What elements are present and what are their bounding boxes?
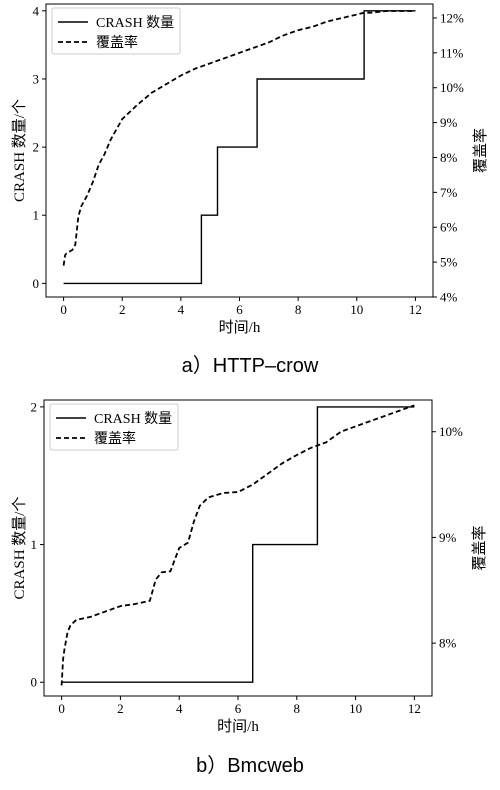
- y-right-tick-label: 7%: [440, 185, 458, 200]
- y-right-tick-label: 8%: [439, 636, 457, 651]
- x-tick-label: 0: [58, 701, 65, 716]
- x-tick-label: 4: [178, 302, 185, 317]
- x-tick-label: 12: [408, 701, 421, 716]
- crash-count-series-line: [61, 406, 415, 683]
- x-tick-label: 4: [176, 701, 183, 716]
- x-axis-label: 时间/h: [219, 319, 261, 336]
- y-tick-label: 2: [33, 140, 40, 155]
- y-tick-label: 0: [31, 675, 38, 690]
- x-tick-label: 10: [350, 302, 363, 317]
- x-axis-label: 时间/h: [217, 718, 259, 735]
- x-tick-label: 10: [349, 701, 362, 716]
- y-right-tick-label: 10%: [439, 424, 463, 439]
- x-tick-label: 12: [409, 302, 422, 317]
- x-tick-label: 6: [236, 302, 243, 317]
- y-tick-label: 2: [31, 399, 38, 414]
- y-right-tick-label: 4%: [440, 290, 458, 305]
- x-tick-label: 8: [295, 302, 302, 317]
- legend-entry: CRASH 数量: [96, 15, 174, 31]
- coverage-series-line: [60, 404, 415, 686]
- y-axis-label: CRASH 数量/个: [11, 497, 28, 600]
- x-tick-label: 6: [235, 701, 242, 716]
- y-right-tick-label: 10%: [440, 80, 464, 95]
- chart-caption: b）Bmcweb: [196, 754, 304, 777]
- y-right-tick-label: 5%: [440, 255, 458, 270]
- x-tick-label: 8: [294, 701, 301, 716]
- y-right-tick-label: 8%: [440, 150, 458, 165]
- y-right-tick-label: 9%: [439, 530, 457, 545]
- x-tick-label: 2: [119, 302, 126, 317]
- y-tick-label: 4: [33, 3, 40, 18]
- y-tick-label: 3: [33, 71, 40, 86]
- legend-entry: CRASH 数量: [94, 411, 172, 427]
- y-right-tick-label: 9%: [440, 115, 458, 130]
- y-right-tick-label: 12%: [440, 10, 464, 25]
- legend-entry: 覆盖率: [94, 430, 136, 447]
- y-right-axis-label: 覆盖率: [472, 128, 489, 173]
- y-tick-label: 1: [31, 537, 38, 552]
- coverage-series-line: [62, 10, 416, 266]
- legend-entry: 覆盖率: [96, 34, 138, 51]
- x-tick-label: 0: [60, 302, 67, 317]
- y-right-tick-label: 11%: [440, 45, 464, 60]
- y-tick-label: 1: [33, 208, 40, 223]
- chart-caption: a）HTTP–crow: [182, 354, 319, 377]
- y-right-axis-label: 覆盖率: [471, 525, 488, 570]
- y-tick-label: 0: [33, 276, 40, 291]
- y-right-tick-label: 6%: [440, 220, 458, 235]
- y-axis-label: CRASH 数量/个: [11, 99, 28, 202]
- x-tick-label: 2: [117, 701, 124, 716]
- crash-count-series-line: [63, 10, 416, 285]
